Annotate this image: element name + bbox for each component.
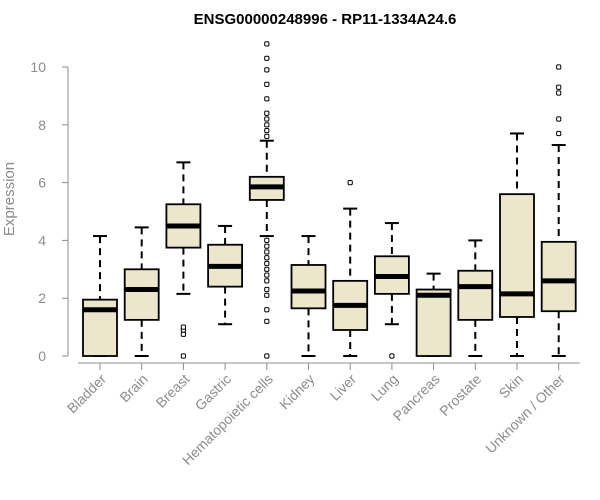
outlier-point bbox=[264, 237, 270, 244]
outlier-point bbox=[264, 266, 270, 272]
box-group bbox=[499, 132, 535, 357]
boxes-layer bbox=[82, 41, 577, 359]
x-tick-label: Unknown / Other bbox=[482, 371, 568, 457]
outlier-point bbox=[264, 127, 270, 134]
outlier-point bbox=[180, 353, 187, 359]
box-group bbox=[457, 239, 494, 357]
outlier-point bbox=[556, 84, 562, 90]
outlier-point bbox=[264, 116, 270, 122]
outlier-point bbox=[264, 353, 270, 359]
outlier-point bbox=[180, 324, 187, 330]
box-group bbox=[332, 180, 369, 357]
outlier-point bbox=[264, 41, 270, 47]
y-axis-label: Expression bbox=[1, 162, 18, 236]
outlier-point bbox=[264, 110, 270, 116]
box-rect bbox=[499, 193, 535, 318]
outlier-point bbox=[264, 133, 270, 139]
box-rect bbox=[457, 269, 494, 321]
y-tick-label: 8 bbox=[38, 117, 46, 133]
outlier-point bbox=[264, 318, 270, 324]
outlier-point bbox=[264, 286, 270, 293]
chart-title: ENSG00000248996 - RP11-1334A24.6 bbox=[194, 11, 457, 28]
x-tick-label: Breast bbox=[153, 371, 193, 411]
box-rect bbox=[540, 240, 577, 313]
outlier-point bbox=[556, 130, 562, 137]
y-tick-label: 4 bbox=[38, 232, 46, 248]
box-group bbox=[415, 272, 452, 357]
box-group bbox=[82, 235, 118, 357]
box-group bbox=[373, 222, 410, 359]
outlier-point bbox=[264, 307, 270, 313]
y-tick-label: 10 bbox=[30, 59, 46, 75]
outlier-point bbox=[264, 249, 270, 255]
outlier-point bbox=[264, 81, 270, 87]
x-tick-label: Kidney bbox=[276, 371, 318, 413]
outlier-point bbox=[389, 353, 395, 359]
x-tick-label: Bladder bbox=[64, 371, 110, 417]
box-group bbox=[123, 226, 160, 357]
box-rect bbox=[415, 288, 452, 357]
box-group bbox=[248, 41, 285, 359]
x-tick-label: Liver bbox=[327, 371, 360, 404]
outlier-point bbox=[264, 67, 270, 73]
x-tick-label: Brain bbox=[116, 371, 150, 405]
outlier-point bbox=[264, 243, 270, 249]
outlier-point bbox=[264, 255, 270, 261]
outlier-point bbox=[556, 90, 562, 96]
x-tick-label: Skin bbox=[496, 371, 527, 402]
outlier-point bbox=[556, 116, 562, 122]
outlier-point bbox=[264, 260, 270, 267]
outlier-point bbox=[264, 292, 270, 298]
box-rect bbox=[290, 264, 327, 310]
y-tick-label: 2 bbox=[38, 290, 46, 306]
x-tick-label: Prostate bbox=[436, 371, 484, 419]
x-tick-label: Lung bbox=[368, 371, 401, 404]
box-group bbox=[540, 64, 577, 357]
box-group bbox=[207, 224, 244, 326]
y-tick-label: 6 bbox=[38, 175, 46, 191]
box-rect bbox=[123, 268, 160, 321]
box-group bbox=[290, 235, 327, 357]
box-group bbox=[165, 161, 202, 359]
outlier-point bbox=[556, 64, 562, 70]
axes-layer: 0 2 4 6 8 10 bbox=[30, 59, 580, 370]
outlier-point bbox=[264, 96, 270, 102]
outlier-point bbox=[180, 331, 187, 337]
outlier-point bbox=[264, 272, 270, 278]
outlier-point bbox=[347, 180, 353, 186]
outlier-point bbox=[264, 122, 270, 128]
outlier-point bbox=[264, 55, 270, 61]
y-tick-label: 0 bbox=[38, 348, 46, 364]
outlier-point bbox=[264, 278, 270, 284]
